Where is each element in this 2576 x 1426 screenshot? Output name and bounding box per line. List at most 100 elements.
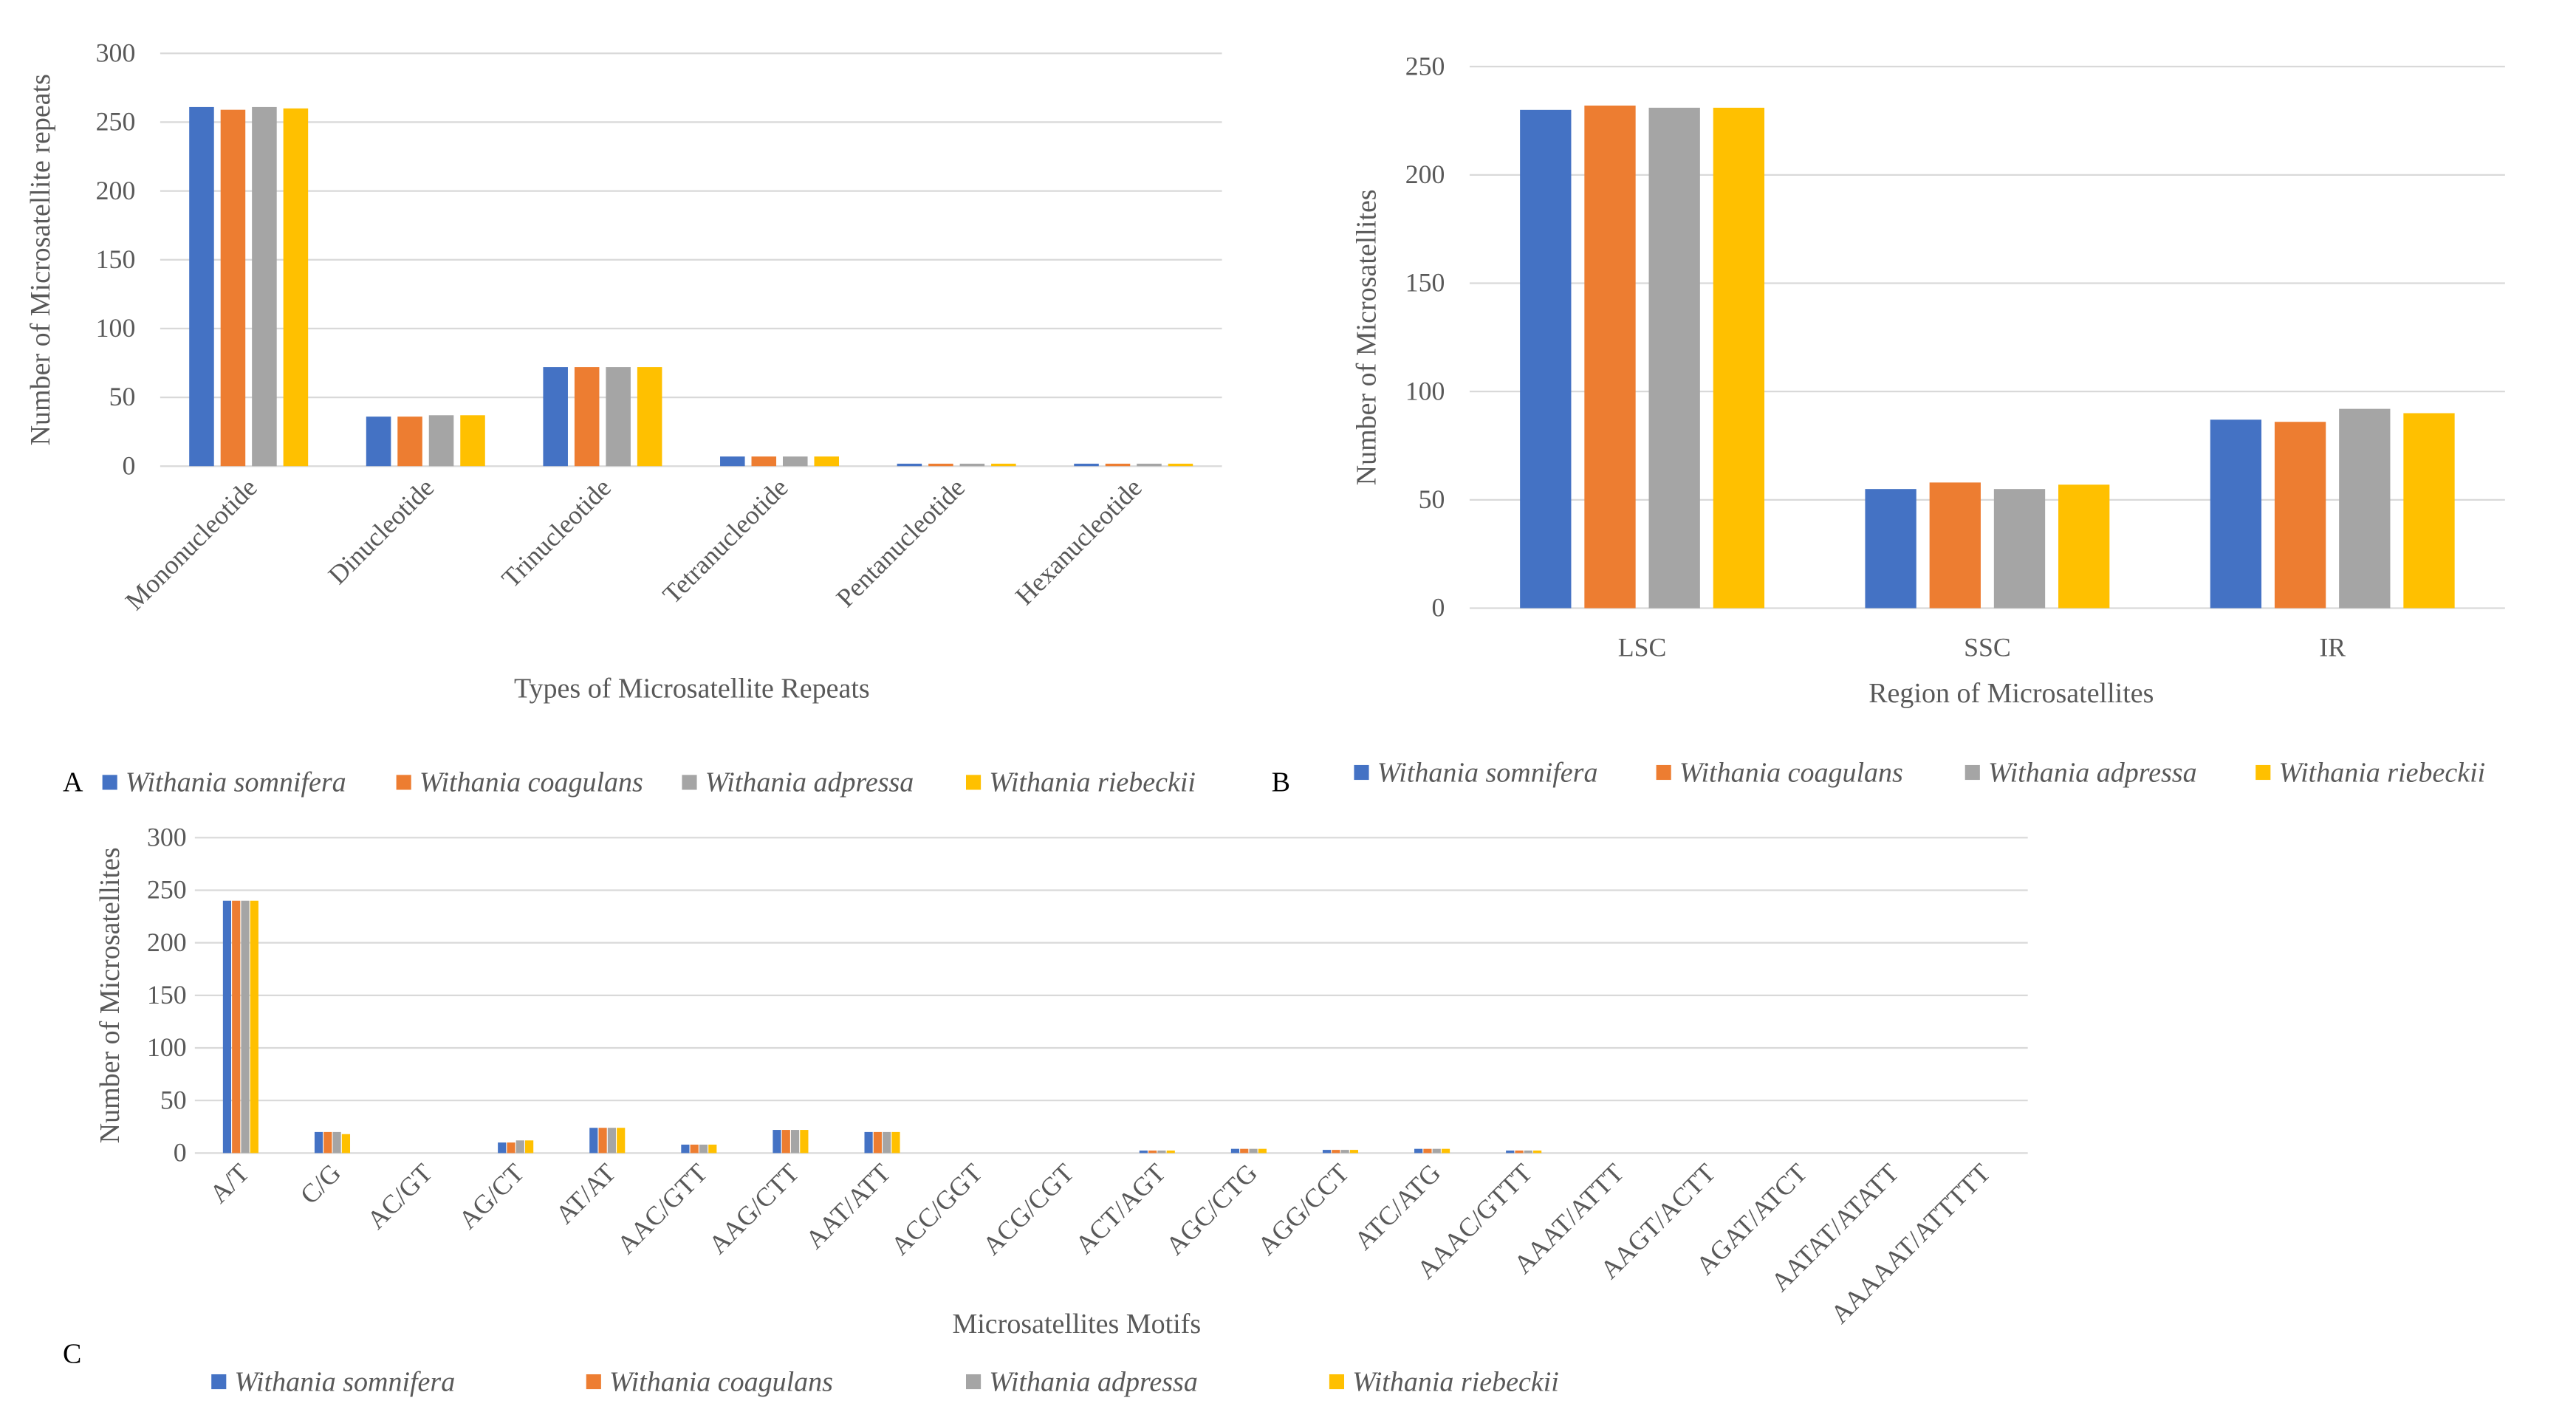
- bar: [189, 106, 214, 467]
- legend-swatch: [1329, 1374, 1345, 1390]
- y-tick-label: 150: [1405, 268, 1445, 298]
- x-tick-label: Mononucleotide: [120, 473, 263, 616]
- panel-label: A: [63, 767, 83, 798]
- bar: [589, 1128, 598, 1154]
- bar: [241, 900, 250, 1154]
- y-tick-label: 50: [160, 1085, 187, 1114]
- bar: [681, 1144, 690, 1154]
- legend-swatch: [211, 1374, 227, 1390]
- legend-label: Withania adpressa: [989, 1366, 1198, 1397]
- x-tick-label: Pentanucleotide: [830, 473, 970, 613]
- x-tick-label: Dinucleotide: [322, 473, 439, 590]
- x-tick-label: A/T: [204, 1158, 255, 1209]
- bar: [897, 463, 922, 467]
- x-tick-label: ACG/CGT: [976, 1158, 1079, 1261]
- y-axis-title: Number of Microsatellites: [1352, 189, 1383, 485]
- y-axis-title: Number of Microsatellites: [95, 847, 126, 1143]
- y-tick-label: 0: [122, 450, 135, 480]
- bar: [1713, 107, 1765, 609]
- x-tick-label: ATC/ATG: [1349, 1158, 1446, 1255]
- bar: [428, 415, 454, 467]
- bar: [773, 1130, 781, 1154]
- bar: [1074, 463, 1099, 467]
- bar: [1584, 105, 1636, 609]
- bar: [883, 1131, 891, 1154]
- bar: [232, 900, 241, 1154]
- panel-label: C: [63, 1338, 81, 1369]
- y-tick-label: 250: [1405, 51, 1445, 80]
- legend-label: Withania somnifera: [1377, 757, 1598, 788]
- legend-swatch: [1354, 764, 1369, 781]
- y-tick-label: 200: [1405, 160, 1445, 189]
- bar: [2339, 408, 2391, 609]
- bar: [250, 900, 258, 1154]
- bar: [1533, 1151, 1542, 1154]
- x-tick-label: AAC/GTT: [612, 1158, 713, 1260]
- bar: [1249, 1148, 1258, 1154]
- x-tick-label: LSC: [1618, 632, 1667, 662]
- x-tick-label: AT/AT: [549, 1158, 621, 1230]
- bar: [814, 456, 840, 467]
- y-tick-label: 250: [96, 107, 136, 137]
- legend-label: Withania adpressa: [705, 767, 914, 798]
- bar: [2058, 484, 2110, 609]
- bar: [460, 415, 485, 467]
- bar: [1432, 1148, 1441, 1154]
- legend-label: Withania somnifera: [234, 1366, 455, 1397]
- x-tick-label: AAG/CTT: [703, 1158, 805, 1260]
- bar: [598, 1128, 607, 1154]
- bar: [1168, 463, 1193, 467]
- x-tick-label: ACT/AGT: [1069, 1158, 1171, 1260]
- legend-swatch: [966, 775, 982, 790]
- x-tick-label: IR: [2319, 632, 2346, 662]
- panel-label: B: [1272, 767, 1290, 798]
- bar: [751, 456, 777, 467]
- bar: [222, 900, 232, 1154]
- bar: [332, 1131, 341, 1154]
- y-tick-label: 200: [96, 176, 136, 205]
- bar: [606, 367, 631, 467]
- legend-swatch: [102, 775, 117, 790]
- legend-swatch: [2255, 764, 2271, 781]
- legend-label: Withania coagulans: [1679, 757, 1903, 788]
- bar: [1520, 109, 1572, 609]
- bar: [397, 417, 422, 467]
- bar: [341, 1134, 351, 1154]
- legend-label: Withania riebeckii: [1352, 1366, 1559, 1397]
- bar: [991, 463, 1016, 467]
- bar: [864, 1131, 873, 1154]
- x-tick-label: AGG/CCT: [1252, 1158, 1354, 1261]
- y-tick-label: 300: [96, 38, 136, 67]
- bar: [1240, 1148, 1249, 1154]
- y-tick-label: 150: [96, 244, 136, 274]
- bar: [790, 1130, 800, 1154]
- bar: [873, 1131, 882, 1154]
- legend-label: Withania coagulans: [419, 767, 643, 798]
- y-tick-label: 0: [1432, 593, 1445, 623]
- y-tick-label: 100: [147, 1032, 187, 1062]
- bar: [959, 463, 985, 467]
- bar: [1105, 463, 1131, 467]
- legend-label: Withania riebeckii: [2279, 757, 2486, 788]
- bar: [1929, 482, 1981, 609]
- bar: [2274, 422, 2326, 609]
- x-axis-title: Microsatellites Motifs: [952, 1309, 1201, 1340]
- bar: [1322, 1150, 1332, 1154]
- bar: [498, 1142, 507, 1154]
- chart-a: 0 50 100 150 200 250 300 Mononucleotide Dinucleo…: [25, 38, 1222, 798]
- bar: [2210, 419, 2262, 609]
- bar: [1414, 1148, 1423, 1154]
- bar: [1349, 1150, 1359, 1154]
- bar: [720, 456, 745, 467]
- bar: [543, 367, 568, 467]
- chart-b: 0 50 100 150 200 250 LSC SSC IR Region of Microsa…: [1272, 51, 2505, 798]
- x-tick-label: Tetranucleotide: [657, 473, 793, 609]
- x-tick-label: AC/GT: [361, 1158, 438, 1235]
- bar: [314, 1131, 323, 1154]
- y-tick-label: 100: [96, 313, 136, 343]
- legend-swatch: [966, 1374, 982, 1390]
- x-tick-label: AAAAAT/ATTTTT: [1825, 1158, 1996, 1329]
- bar: [637, 367, 662, 467]
